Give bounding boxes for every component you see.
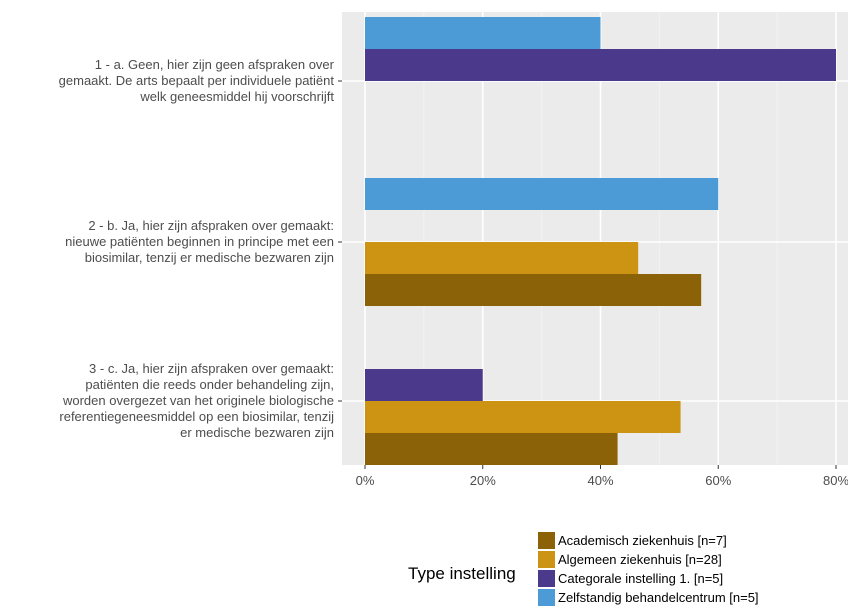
bar <box>365 433 618 465</box>
y-tick-label-line: 1 - a. Geen, hier zijn geen afspraken ov… <box>94 57 334 72</box>
legend-title: Type instelling <box>408 564 516 583</box>
y-tick-label-line: nieuwe patiënten beginnen in principe me… <box>65 234 334 249</box>
chart-plot: 0% 20% 40% 60% 80% <box>338 12 848 488</box>
bar <box>365 369 483 401</box>
legend-key <box>538 589 555 606</box>
y-tick-label-line: gemaakt. De arts bepaalt per individuele… <box>58 73 334 88</box>
legend-label: Zelfstandig behandelcentrum [n=5] <box>558 590 759 605</box>
x-tick-label: 0% <box>356 473 375 488</box>
y-tick-label-line: 2 - b. Ja, hier zijn afspraken over gema… <box>88 218 334 233</box>
bar <box>365 49 836 81</box>
bar <box>365 242 639 274</box>
bar <box>365 178 719 210</box>
y-tick-label-line: patiënten die reeds onder behandeling zi… <box>85 377 334 392</box>
legend-key <box>538 532 555 549</box>
legend-label: Academisch ziekenhuis [n=7] <box>558 533 727 548</box>
x-tick-label: 20% <box>470 473 496 488</box>
y-tick-label-line: er medische bezwaren zijn <box>180 425 334 440</box>
legend-label: Categorale instelling 1. [n=5] <box>558 571 724 586</box>
y-tick-label-line: worden overgezet van het originele biolo… <box>62 393 334 408</box>
legend-key <box>538 551 555 568</box>
y-tick-label-line: biosimilar, tenzij er medische bezwaren … <box>84 250 334 265</box>
y-tick-label-line: referentiegeneesmiddel op een biosimilar… <box>59 409 334 424</box>
y-tick-label: 1 - a. Geen, hier zijn geen afspraken ov… <box>0 57 334 105</box>
bar <box>365 274 702 306</box>
y-tick-label: 2 - b. Ja, hier zijn afspraken over gema… <box>0 218 334 266</box>
y-tick-label-line: welk geneesmiddel hij voorschrijft <box>140 89 334 104</box>
y-tick-label-line: 3 - c. Ja, hier zijn afspraken over gema… <box>89 361 334 376</box>
legend-label: Algemeen ziekenhuis [n=28] <box>558 552 722 567</box>
x-tick-label: 60% <box>705 473 731 488</box>
legend-key <box>538 570 555 587</box>
x-tick-label: 80% <box>823 473 848 488</box>
bar <box>365 17 601 49</box>
x-tick-label: 40% <box>587 473 613 488</box>
y-tick-label: 3 - c. Ja, hier zijn afspraken over gema… <box>0 361 334 441</box>
bar <box>365 401 681 433</box>
